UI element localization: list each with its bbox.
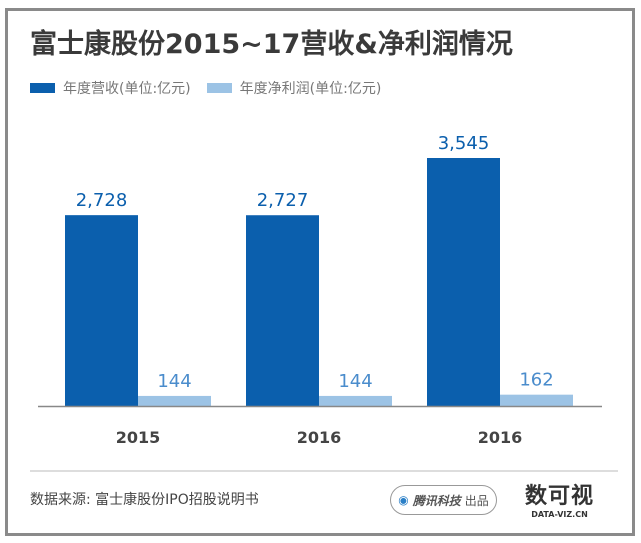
publisher-badge: ◉ 腾讯科技 出品 [390,485,497,515]
x-tick-label: 2016 [297,428,342,447]
legend: 年度营收(单位:亿元) 年度净利润(单位:亿元) [30,78,397,98]
chart-title: 富士康股份2015~17营收&净利润情况 [30,29,513,60]
data-label: 2,727 [257,190,309,211]
tencent-logo-icon: ◉ [398,493,409,507]
badge-suffix: 出品 [464,493,489,508]
data-label: 144 [338,371,372,392]
data-label: 162 [519,370,553,391]
bar [500,394,573,406]
legend-swatch [206,83,232,93]
legend-item-revenue: 年度营收(单位:亿元) [30,78,191,98]
bar [427,158,500,406]
logo-text: 数可视 [525,484,595,509]
bar [319,395,392,406]
data-source: 数据来源: 富士康股份IPO招股说明书 [30,492,259,508]
bar [246,215,319,406]
x-tick-label: 2016 [478,428,523,447]
data-label: 2,728 [76,190,128,211]
logo-sub: DATA-VIZ.CN [531,510,588,519]
dataviz-logo: 数可视 DATA-VIZ.CN [525,478,594,519]
data-label: 3,545 [438,133,490,154]
data-label: 144 [157,371,191,392]
legend-item-profit: 年度净利润(单位:亿元) [206,78,382,98]
bar [138,395,211,406]
x-tick-label: 2015 [116,428,161,447]
legend-label: 年度营收(单位:亿元) [63,81,191,97]
legend-swatch [30,83,55,93]
legend-label: 年度净利润(单位:亿元) [239,81,382,97]
bar [65,215,138,406]
badge-brand: 腾讯科技 [412,493,461,508]
